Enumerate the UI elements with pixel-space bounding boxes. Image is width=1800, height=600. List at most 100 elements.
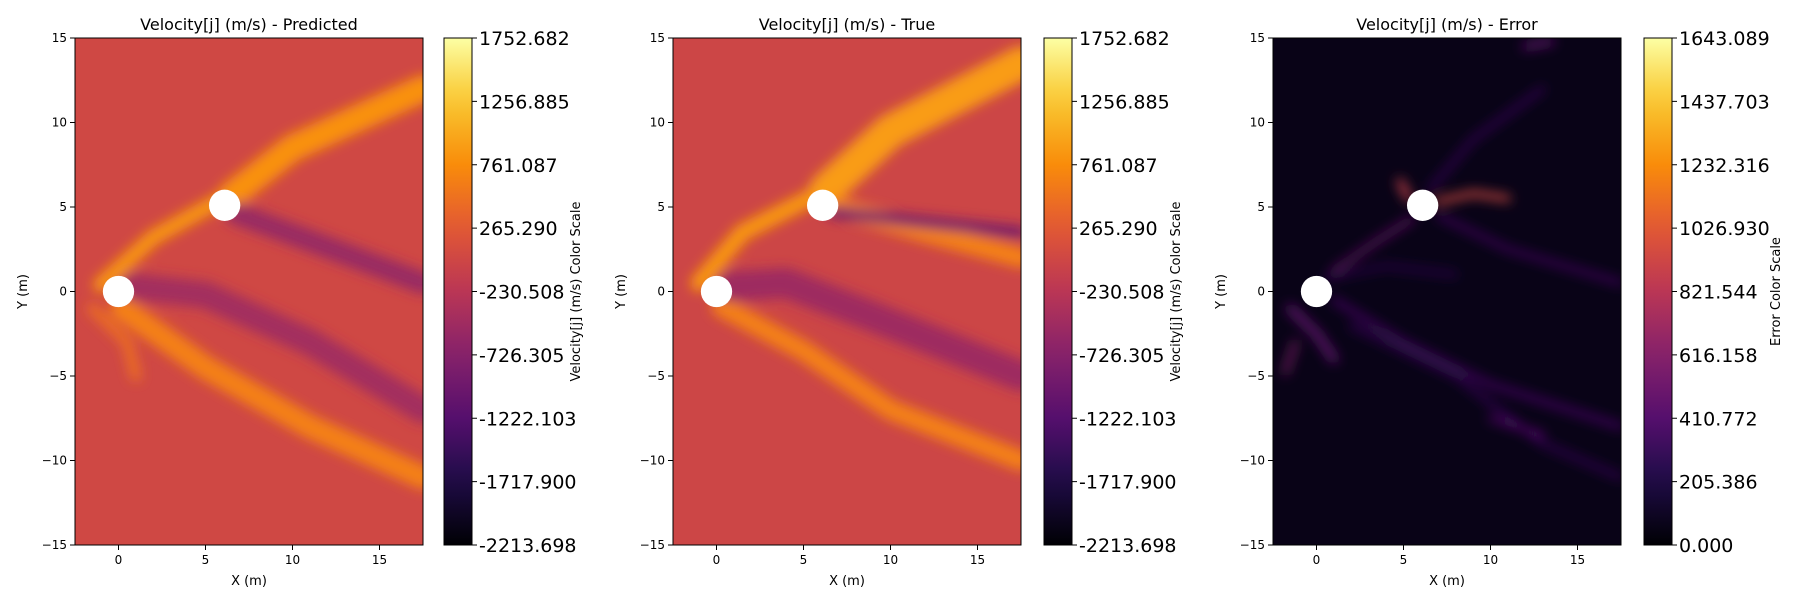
colorbar-tick-label: -2213.698 [1079, 535, 1177, 557]
x-tick-label: 5 [1400, 553, 1408, 567]
y-tick-label: −15 [1240, 538, 1265, 552]
y-axis-label: Y (m) [614, 274, 629, 310]
y-axis-label: Y (m) [1214, 274, 1229, 310]
field-feature-3 [218, 75, 423, 209]
colorbar-tick-label: -726.305 [1079, 345, 1164, 367]
x-axis-label: X (m) [1429, 574, 1465, 589]
y-tick-label: 15 [52, 31, 67, 45]
obstacle-1 [102, 275, 135, 308]
colorbar-tick-label: 1256.885 [1079, 91, 1170, 113]
colorbar-tick-label: 0.000 [1679, 535, 1733, 557]
colorbar-tick-label: 761.087 [479, 155, 558, 177]
colorbar: 1643.089 1437.703 1232.316 1026.930 821.544 6… [1643, 28, 1784, 557]
field-feature-1 [110, 296, 423, 490]
x-tick-label: 10 [285, 553, 300, 567]
field-feature-7 [1435, 212, 1621, 286]
field-feature-6 [87, 303, 141, 382]
colorbar-tick-label: -1222.103 [479, 408, 577, 430]
field-feature-1 [690, 188, 821, 292]
field-feature-8 [1427, 86, 1546, 193]
heatmap-field [75, 38, 423, 545]
field-feature-4 [1331, 216, 1415, 274]
obstacle-1 [1300, 275, 1333, 308]
field-feature-2 [711, 296, 1021, 471]
y-tick-label: −10 [42, 454, 67, 468]
x-tick-label: 5 [800, 553, 808, 567]
colorbar-label: Velocity[j] (m/s) Color Scale [569, 201, 584, 381]
field-feature-10 [1521, 38, 1555, 50]
colorbar-tick-label: 821.544 [1679, 282, 1758, 304]
colorbar-tick-label: 410.772 [1679, 408, 1758, 430]
field-feature-11 [1487, 415, 1546, 438]
panel-2: Velocity[j] (m/s) - True 0 5 10 15 15 10 5 0 −5 −1… [614, 15, 1184, 589]
colorbar-label: Velocity[j] (m/s) Color Scale [1169, 201, 1184, 381]
x-tick-label: 15 [372, 553, 387, 567]
heatmap-field [1273, 38, 1621, 545]
colorbar-tick-label: -1717.900 [1079, 472, 1177, 494]
y-tick-label: 15 [650, 31, 665, 45]
colorbar-tick-label: 616.158 [1679, 345, 1758, 367]
x-tick-label: 10 [883, 553, 898, 567]
y-tick-label: 5 [657, 200, 665, 214]
x-tick-label: 5 [202, 553, 210, 567]
obstacle-2 [1406, 189, 1439, 221]
y-tick-label: 10 [650, 116, 665, 130]
colorbar-tick-label: 1026.930 [1679, 218, 1770, 240]
colorbar-tick-label: 1752.682 [479, 28, 570, 50]
heatmap-field [673, 38, 1021, 545]
colorbar-tick-label: 1232.316 [1679, 155, 1770, 177]
field-feature-2 [1396, 178, 1413, 202]
colorbar-gradient [443, 37, 473, 546]
chart-title: Velocity[j] (m/s) - True [759, 15, 936, 34]
colorbar-tick-label: -1222.103 [1079, 408, 1177, 430]
x-axis-label: X (m) [829, 574, 865, 589]
field-feature-12 [1282, 339, 1299, 376]
y-tick-label: 15 [1250, 31, 1265, 45]
x-tick-label: 15 [970, 553, 985, 567]
y-tick-label: −10 [1240, 454, 1265, 468]
field-feature-5 [1330, 296, 1621, 430]
x-axis-label: X (m) [231, 574, 267, 589]
colorbar-tick-label: 1256.885 [479, 91, 570, 113]
obstacle-2 [806, 189, 839, 221]
colorbar-tick-label: 1643.089 [1679, 28, 1770, 50]
colorbar-tick-label: -230.508 [1079, 282, 1164, 304]
x-tick-label: 10 [1483, 553, 1498, 567]
y-tick-label: −15 [42, 538, 67, 552]
x-tick-label: 0 [1313, 553, 1321, 567]
colorbar-tick-label: -2213.698 [479, 535, 577, 557]
colorbar-tick-label: 265.290 [479, 218, 558, 240]
y-tick-label: 0 [1257, 285, 1265, 299]
colorbar-tick-label: 1752.682 [1079, 28, 1170, 50]
colorbar-gradient [1643, 37, 1673, 546]
y-tick-label: −5 [1247, 369, 1265, 383]
colorbar-tick-label: 265.290 [1079, 218, 1158, 240]
field-feature-3 [1286, 304, 1339, 364]
colorbar-tick-label: 205.386 [1679, 472, 1758, 494]
y-tick-label: 5 [1257, 200, 1265, 214]
y-tick-label: −5 [647, 369, 665, 383]
obstacle-2 [208, 189, 241, 221]
field-feature-9 [1323, 264, 1458, 281]
x-tick-label: 0 [115, 553, 123, 567]
y-tick-label: 10 [1250, 116, 1265, 130]
field-feature-5 [225, 202, 423, 295]
y-tick-label: −10 [640, 454, 665, 468]
field-feature-4 [118, 272, 423, 424]
colorbar-tick-label: -1717.900 [479, 472, 577, 494]
colorbar: 1752.682 1256.885 761.087 265.290 -230.508 -7… [443, 28, 584, 557]
field-feature-5 [715, 267, 1021, 392]
chart-title: Velocity[j] (m/s) - Predicted [140, 15, 358, 34]
x-tick-label: 0 [713, 553, 721, 567]
field-feature-1 [1433, 190, 1511, 205]
y-tick-label: 0 [59, 285, 67, 299]
y-tick-label: −5 [49, 369, 67, 383]
field-feature-3 [809, 46, 1021, 207]
y-tick-label: 5 [59, 200, 67, 214]
x-tick-label: 15 [1570, 553, 1585, 567]
y-axis-label: Y (m) [16, 274, 31, 310]
field-feature-2 [93, 190, 231, 293]
colorbar-tick-label: -230.508 [479, 282, 564, 304]
field-feature-6 [827, 206, 1021, 239]
